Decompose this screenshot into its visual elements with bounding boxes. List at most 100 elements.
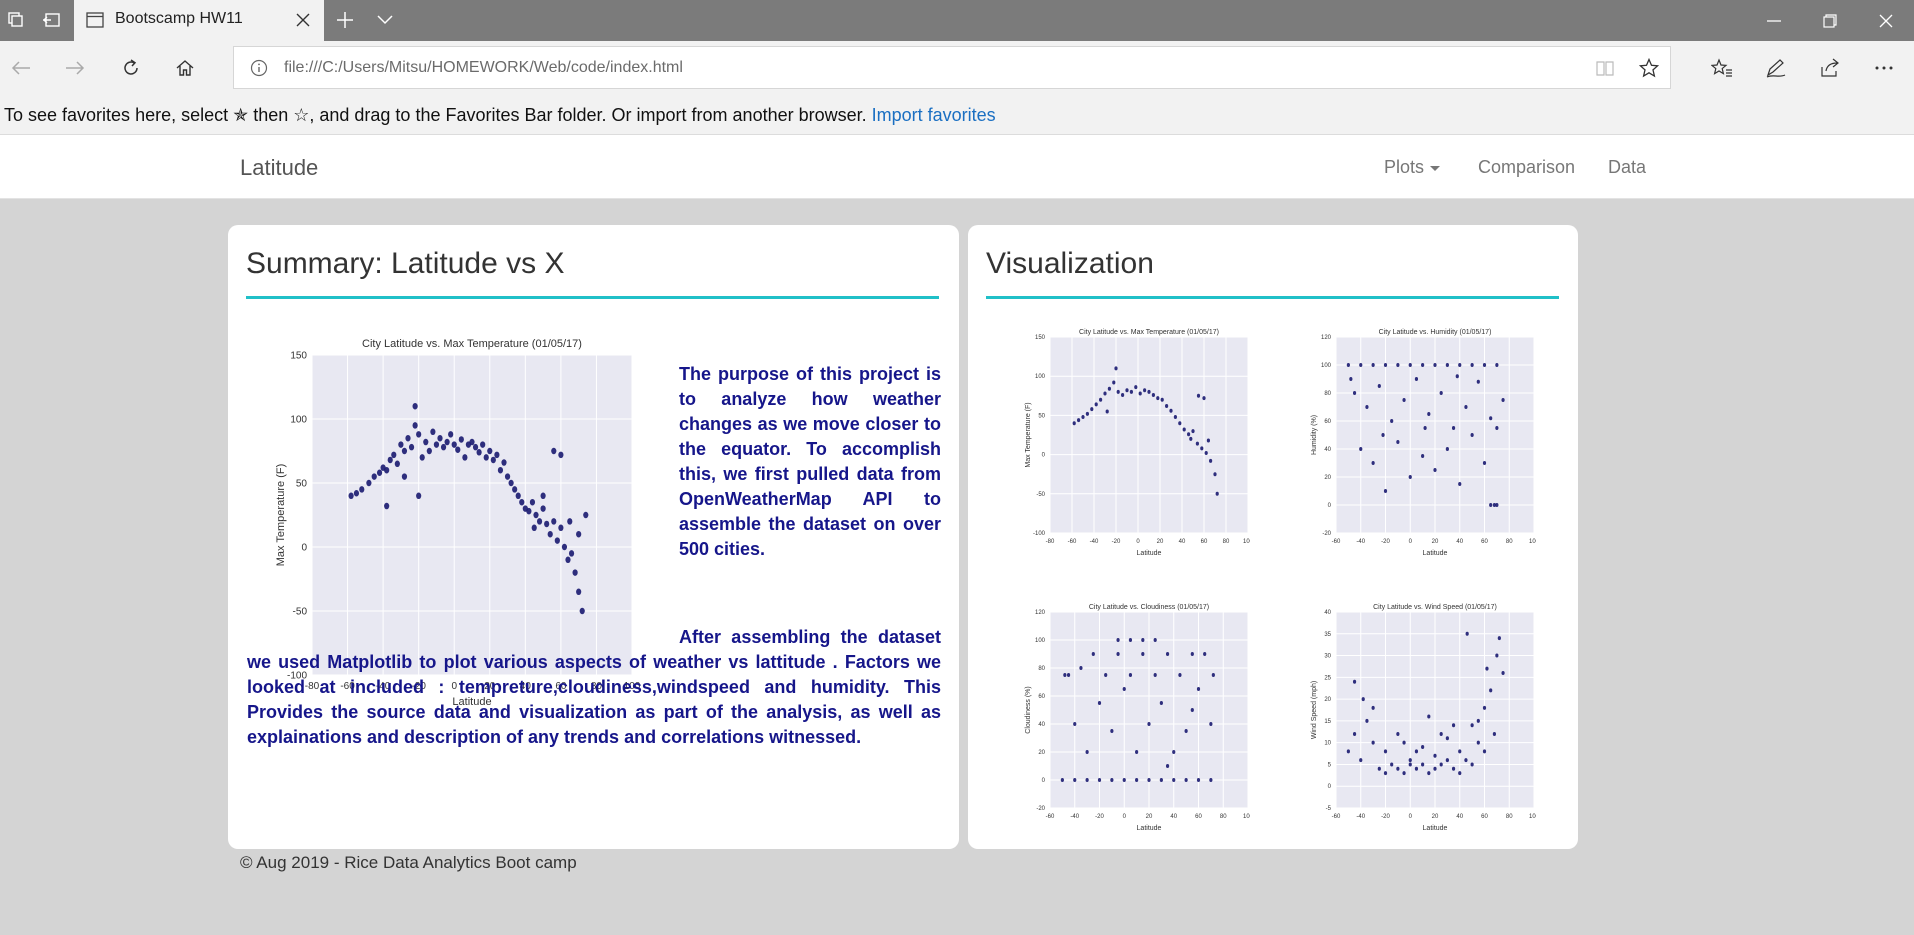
data-point — [1408, 475, 1412, 479]
reading-view-icon[interactable] — [1593, 56, 1617, 80]
data-point — [1122, 687, 1126, 691]
new-tab-icon[interactable] — [333, 8, 357, 32]
thumbnail-humidity-chart[interactable]: City Latitude vs. Humidity (01/05/17) -60… — [1310, 325, 1536, 557]
data-point — [1178, 421, 1182, 426]
y-tick-label: 100 — [1321, 363, 1332, 369]
address-text[interactable]: file:///C:/Users/Mitsu/HOMEWORK/Web/code… — [284, 59, 683, 76]
data-point — [1439, 762, 1443, 767]
summary-temperature-chart[interactable]: City Latitude vs. Max Temperature (01/05… — [272, 330, 642, 712]
data-point — [405, 434, 411, 442]
data-point — [455, 446, 461, 453]
favorites-hint-line: To see favorites here, select ✯ then ☆, … — [4, 105, 996, 126]
x-tick-label: 0 — [1409, 539, 1413, 545]
data-point — [1147, 722, 1151, 726]
data-point — [1497, 636, 1501, 641]
home-icon[interactable] — [172, 55, 198, 81]
refresh-icon[interactable] — [118, 55, 144, 81]
forward-icon[interactable] — [62, 55, 88, 81]
chart-title: City Latitude vs. Cloudiness (01/05/17) — [1089, 604, 1209, 611]
favorites-icon[interactable] — [1709, 55, 1735, 81]
data-point — [1066, 673, 1071, 677]
data-point — [1501, 398, 1505, 402]
x-tick-label: -20 — [1095, 814, 1104, 820]
data-point — [1153, 638, 1157, 642]
active-tab[interactable]: Bootscamp HW11 — [74, 0, 324, 41]
info-icon[interactable] — [250, 59, 268, 82]
y-tick-label: 40 — [1324, 610, 1331, 616]
minimize-icon[interactable] — [1746, 0, 1802, 41]
data-point — [1482, 749, 1487, 754]
data-point — [1184, 729, 1188, 733]
data-point — [408, 443, 415, 451]
y-tick-label: 25 — [1324, 675, 1331, 681]
data-point — [412, 422, 418, 429]
pen-icon[interactable] — [1763, 55, 1789, 81]
summary-paragraph-1: The purpose of this project is to analyz… — [679, 364, 941, 559]
data-point — [1445, 736, 1449, 741]
plot-area — [1050, 337, 1248, 533]
data-point — [1377, 384, 1381, 388]
y-axis-label: Humidity (%) — [1311, 415, 1318, 455]
data-point — [1371, 363, 1375, 367]
summary-divider — [246, 296, 939, 299]
star-icon[interactable] — [1637, 56, 1661, 80]
data-point — [1439, 731, 1443, 736]
data-point — [1103, 391, 1107, 396]
x-tick-label: 80 — [1220, 814, 1227, 820]
x-tick-label: 20 — [1146, 814, 1153, 820]
x-tick-label: 20 — [1432, 814, 1439, 820]
data-point — [1421, 745, 1425, 750]
nav-data[interactable]: Data — [1608, 157, 1647, 177]
data-point — [1160, 397, 1164, 402]
data-point — [1204, 451, 1208, 456]
y-tick-label: 80 — [1038, 666, 1045, 672]
data-point — [540, 505, 546, 512]
data-point — [1097, 701, 1102, 705]
data-point — [1359, 363, 1363, 367]
nav-plots-label: Plots — [1384, 157, 1425, 177]
data-point — [1178, 673, 1182, 677]
data-point — [515, 492, 521, 500]
close-window-icon[interactable] — [1858, 0, 1914, 41]
x-tick-label: -20 — [411, 681, 426, 692]
thumbnail-cloudiness-chart[interactable]: City Latitude vs. Cloudiness (01/05/17) -… — [1024, 600, 1250, 832]
share-icon[interactable] — [1817, 55, 1843, 81]
data-point — [451, 441, 457, 448]
x-tick-label: 100 — [1529, 814, 1536, 820]
data-point — [1182, 427, 1186, 432]
data-point — [359, 486, 365, 493]
thumbnail-temperature-chart[interactable]: City Latitude vs. Max Temperature (01/05… — [1024, 325, 1250, 557]
restore-icon[interactable] — [1802, 0, 1858, 41]
data-point — [483, 454, 489, 461]
data-point — [558, 524, 564, 532]
brand-link[interactable]: Latitude — [240, 155, 319, 180]
data-point — [1408, 758, 1412, 763]
data-point — [353, 489, 360, 497]
back-icon[interactable] — [8, 55, 34, 81]
y-tick-label: -50 — [293, 606, 308, 617]
tab-actions-icon[interactable] — [4, 8, 28, 32]
chevron-down-icon[interactable] — [373, 8, 397, 32]
data-point — [1458, 749, 1462, 754]
y-tick-label: 0 — [1042, 453, 1046, 459]
data-point — [387, 456, 393, 464]
y-tick-label: 30 — [1324, 654, 1331, 660]
x-tick-label: 100 — [624, 681, 641, 692]
data-point — [1172, 778, 1176, 782]
nav-plots-dropdown[interactable]: Plots — [1384, 157, 1441, 178]
data-point — [1482, 461, 1487, 465]
data-point — [1501, 670, 1505, 675]
data-point — [366, 479, 372, 487]
more-icon[interactable] — [1871, 55, 1897, 81]
data-point — [1451, 723, 1456, 728]
set-aside-tabs-icon[interactable] — [40, 8, 64, 32]
close-tab-icon[interactable] — [292, 9, 314, 31]
data-point — [1151, 393, 1155, 398]
address-bar[interactable]: file:///C:/Users/Mitsu/HOMEWORK/Web/code… — [233, 46, 1671, 89]
data-point — [1421, 762, 1425, 767]
nav-comparison[interactable]: Comparison — [1478, 157, 1576, 177]
data-point — [565, 556, 571, 564]
thumbnail-wind-chart[interactable]: City Latitude vs. Wind Speed (01/05/17) -… — [1310, 600, 1536, 832]
import-favorites-link[interactable]: Import favorites — [871, 105, 996, 125]
data-point — [476, 449, 482, 456]
